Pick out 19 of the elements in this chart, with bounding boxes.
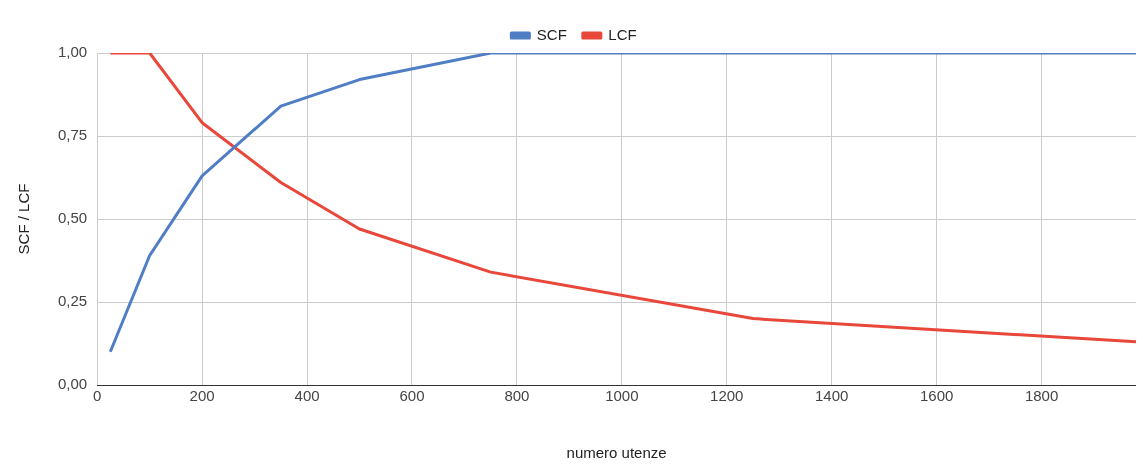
x-tick-label: 800 (504, 387, 530, 405)
y-tick-label: 0,75 (57, 126, 88, 144)
x-tick-label: 0 (93, 387, 102, 405)
x-tick-label: 1000 (605, 387, 639, 405)
y-tick-label: 1,00 (57, 43, 88, 61)
y-tick-label: 0,50 (57, 209, 88, 227)
x-tick-label: 600 (399, 387, 425, 405)
x-tick-label: 1200 (710, 387, 744, 405)
x-axis-title: numero utenze (566, 444, 667, 462)
y-tick-label: 0,00 (57, 375, 88, 393)
x-tick-label: 1600 (919, 387, 954, 405)
x-tick-label: 200 (189, 387, 215, 405)
y-axis-title: SCF / LCF (15, 183, 33, 255)
legend-label: SCF (536, 25, 567, 43)
x-tick-label: 1800 (1024, 387, 1059, 405)
legend-label: LCF (608, 25, 637, 43)
x-tick-label: 400 (294, 387, 320, 405)
y-tick-label: 0,25 (57, 292, 88, 310)
x-tick-label: 1400 (815, 387, 849, 405)
